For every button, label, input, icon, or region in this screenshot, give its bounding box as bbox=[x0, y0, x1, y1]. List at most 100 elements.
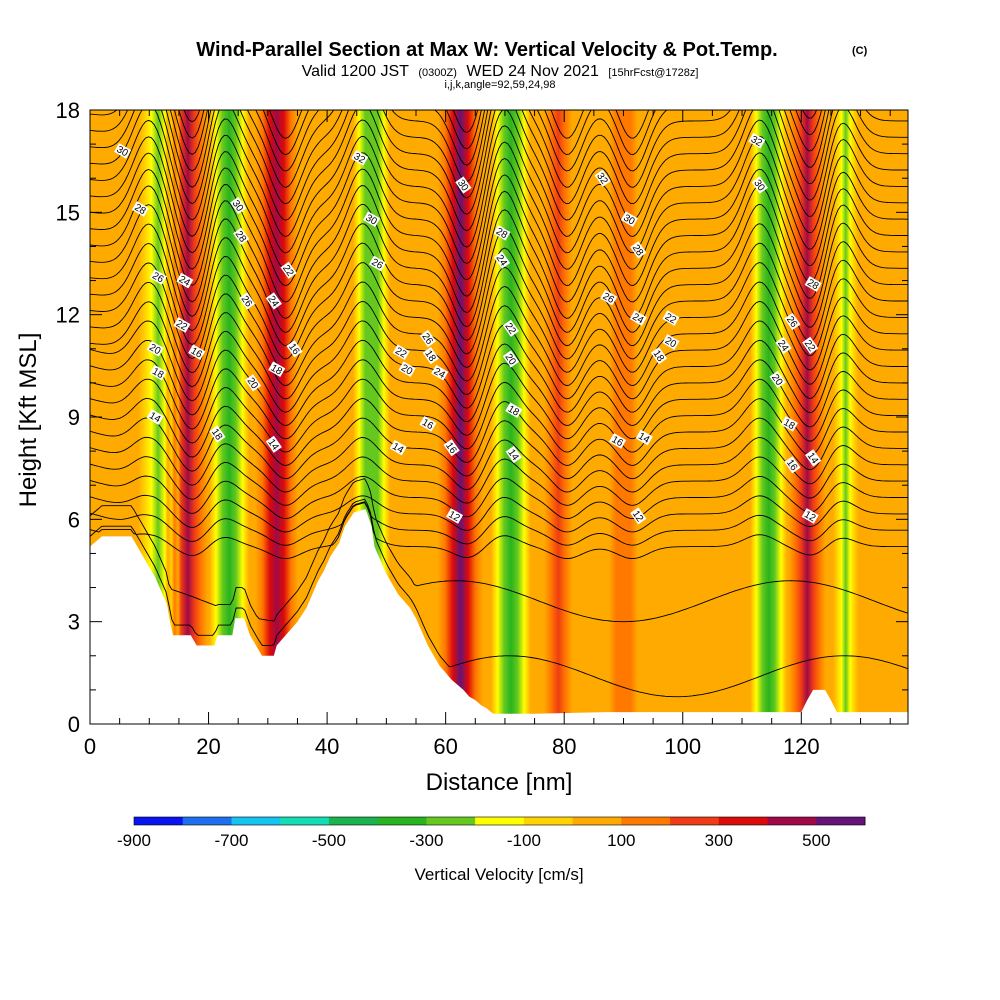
theta-label-box bbox=[265, 292, 282, 310]
theta-label-box bbox=[769, 370, 786, 389]
theta-contour-line bbox=[90, 242, 908, 360]
theta-label-28: 28 bbox=[131, 201, 149, 218]
theta-label-26: 26 bbox=[784, 312, 801, 331]
theta-label-20: 20 bbox=[398, 361, 416, 378]
theta-label-text: 30 bbox=[364, 213, 380, 228]
colorbar-swatch bbox=[328, 817, 379, 825]
colorbar-swatch bbox=[475, 817, 525, 825]
terrain bbox=[90, 509, 908, 724]
theta-contour-line bbox=[90, 398, 908, 466]
theta-label-text: 26 bbox=[601, 291, 617, 306]
theta-label-box bbox=[804, 276, 822, 292]
theta-label-text: 24 bbox=[432, 366, 448, 381]
theta-label-box bbox=[445, 508, 464, 524]
theta-label-22: 22 bbox=[802, 336, 819, 354]
theta-label-text: 18 bbox=[506, 404, 522, 419]
theta-label-24: 24 bbox=[265, 292, 282, 310]
colorbar-tick-label: 100 bbox=[607, 831, 635, 850]
theta-label-box bbox=[233, 227, 250, 245]
chart-subtitle: Valid 1200 JST (0300Z) WED 24 Nov 2021 [… bbox=[302, 63, 699, 80]
theta-label-24: 24 bbox=[176, 272, 194, 289]
y-tick-label: 18 bbox=[56, 98, 80, 123]
theta-label-30: 30 bbox=[114, 143, 132, 160]
theta-label-box bbox=[493, 251, 511, 269]
colorbar-tick-label: -100 bbox=[507, 831, 541, 850]
colorbar-swatch bbox=[572, 817, 622, 825]
x-tick-label: 60 bbox=[433, 734, 457, 759]
theta-contour-line bbox=[90, 135, 908, 270]
colorbar-swatch bbox=[621, 817, 671, 825]
theta-label-12: 12 bbox=[801, 508, 819, 525]
theta-label-box bbox=[149, 269, 167, 285]
colorbar-tick-label: -900 bbox=[117, 831, 151, 850]
theta-label-28: 28 bbox=[630, 241, 647, 259]
theta-label-text: 24 bbox=[630, 311, 646, 326]
theta-label-14: 14 bbox=[805, 449, 822, 467]
theta-label-20: 20 bbox=[662, 334, 680, 351]
theta-label-text: 12 bbox=[802, 509, 818, 524]
colorbar-swatch bbox=[523, 817, 574, 825]
theta-label-box bbox=[351, 149, 369, 166]
colorbar-swatch bbox=[134, 817, 184, 825]
y-tick-label: 3 bbox=[68, 610, 80, 635]
colorbar-swatch bbox=[426, 817, 476, 825]
theta-contour-line bbox=[90, 301, 908, 400]
theta-label-24: 24 bbox=[493, 251, 511, 269]
x-axis-label: Distance [nm] bbox=[426, 769, 573, 796]
theta-label-box bbox=[662, 310, 680, 326]
theta-label-32: 32 bbox=[594, 169, 611, 187]
theta-label-box bbox=[662, 334, 680, 350]
theta-label-box bbox=[805, 449, 822, 467]
theta-label-12: 12 bbox=[445, 508, 464, 525]
theta-label-box bbox=[431, 364, 449, 381]
colorbar-tick-labels: -900 -700 -500 -300 -100 100 300 500 bbox=[117, 831, 831, 850]
theta-label-30: 30 bbox=[363, 211, 381, 228]
theta-label-text: 16 bbox=[420, 417, 436, 432]
theta-label-box bbox=[502, 319, 520, 337]
theta-label-32: 32 bbox=[351, 149, 369, 166]
y-tick-label: 9 bbox=[68, 405, 80, 430]
theta-label-18: 18 bbox=[209, 425, 226, 443]
y-tick-label: 12 bbox=[56, 303, 80, 328]
colorbar-swatch bbox=[767, 817, 817, 825]
theta-contour-line bbox=[90, 110, 908, 237]
theta-label-box bbox=[784, 312, 801, 331]
colorbar-swatch bbox=[231, 817, 281, 825]
theta-label-26: 26 bbox=[600, 289, 618, 306]
theta-label-box bbox=[630, 507, 647, 525]
theta-contour-line bbox=[90, 168, 908, 303]
theta-label-box bbox=[600, 289, 618, 306]
theta-label-text: 30 bbox=[621, 213, 637, 228]
y-axis-ticks: 0 3 6 9 12 15 18 bbox=[56, 98, 908, 737]
x-tick-label: 40 bbox=[315, 734, 339, 759]
theta-contour-line bbox=[90, 185, 908, 319]
theta-label-20: 20 bbox=[146, 340, 164, 357]
chart-subtitle-indices: i,j,k,angle=92,59,24,98 bbox=[444, 79, 555, 91]
colorbar-tick-label: -700 bbox=[214, 831, 248, 850]
theta-contour-line bbox=[90, 203, 908, 333]
subtitle-utc: (0300Z) bbox=[418, 67, 457, 79]
theta-label-22: 22 bbox=[392, 344, 410, 361]
theta-label-box bbox=[389, 439, 407, 456]
x-tick-label: 80 bbox=[552, 734, 576, 759]
x-tick-label: 120 bbox=[783, 734, 820, 759]
theta-label-box bbox=[238, 292, 256, 310]
theta-label-box bbox=[751, 176, 768, 194]
theta-label-text: 12 bbox=[446, 509, 462, 524]
theta-label-box bbox=[443, 439, 460, 457]
theta-label-box bbox=[209, 425, 226, 443]
theta-label-box bbox=[149, 364, 167, 381]
theta-label-box bbox=[493, 224, 511, 241]
theta-contour-line bbox=[90, 417, 908, 480]
theta-label-text: 18 bbox=[150, 366, 166, 381]
colorbar-tick-label: -500 bbox=[312, 831, 346, 850]
w-field-background bbox=[90, 110, 908, 724]
theta-label-text: 20 bbox=[663, 335, 679, 350]
colorbar-swatch bbox=[377, 817, 427, 825]
theta-label-box bbox=[368, 255, 387, 272]
colorbar-tick-label: 500 bbox=[802, 831, 830, 850]
theta-label-text: 14 bbox=[636, 431, 652, 446]
